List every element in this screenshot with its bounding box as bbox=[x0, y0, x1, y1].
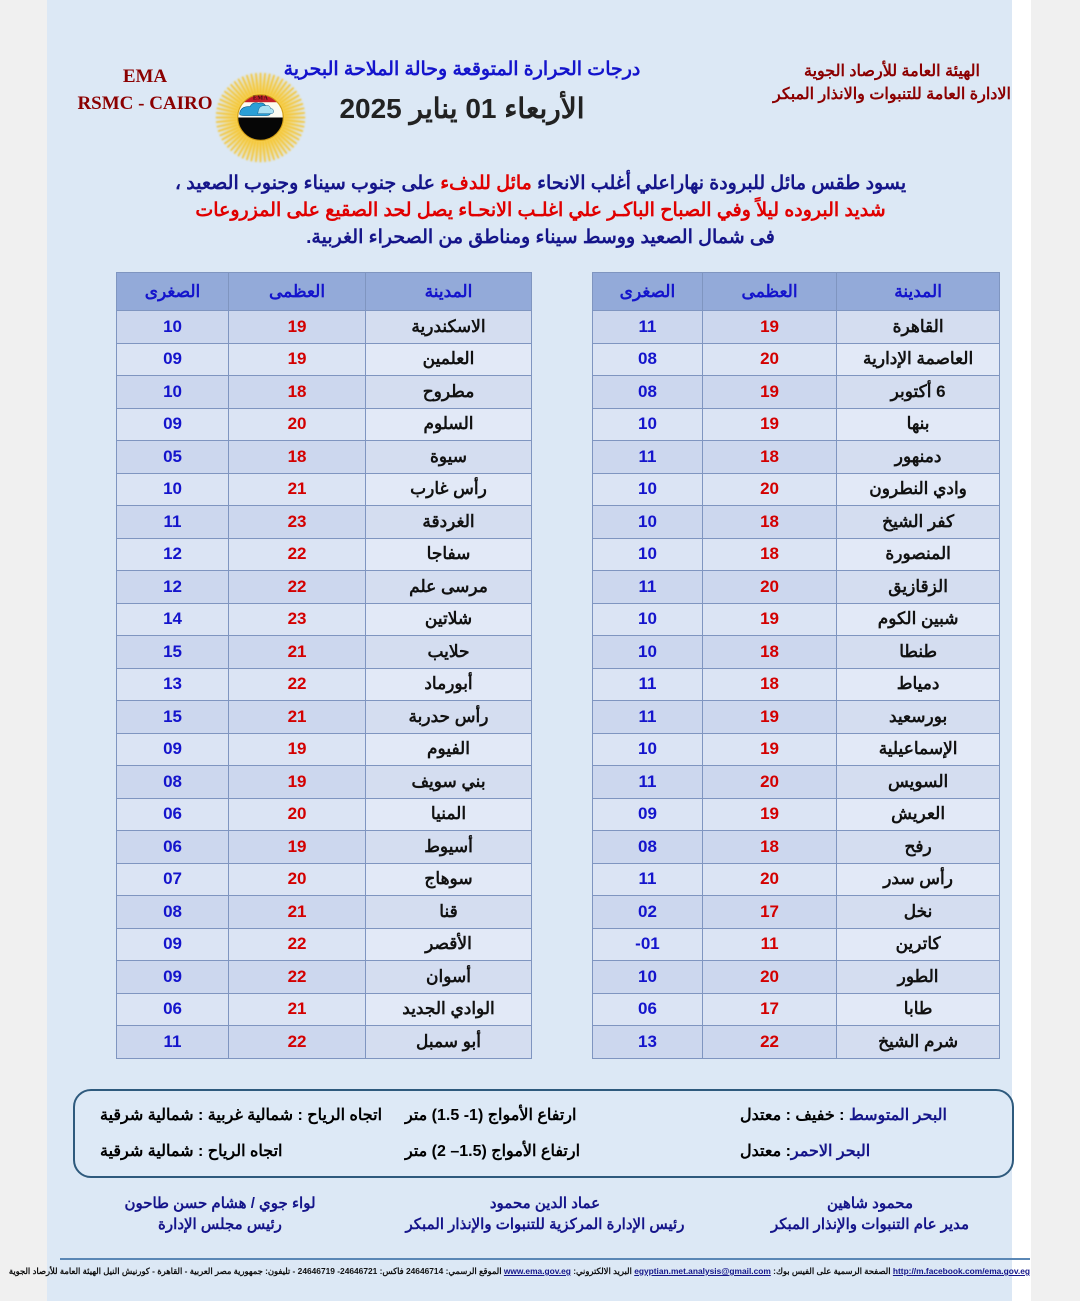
svg-text:EMA: EMA bbox=[253, 95, 268, 101]
